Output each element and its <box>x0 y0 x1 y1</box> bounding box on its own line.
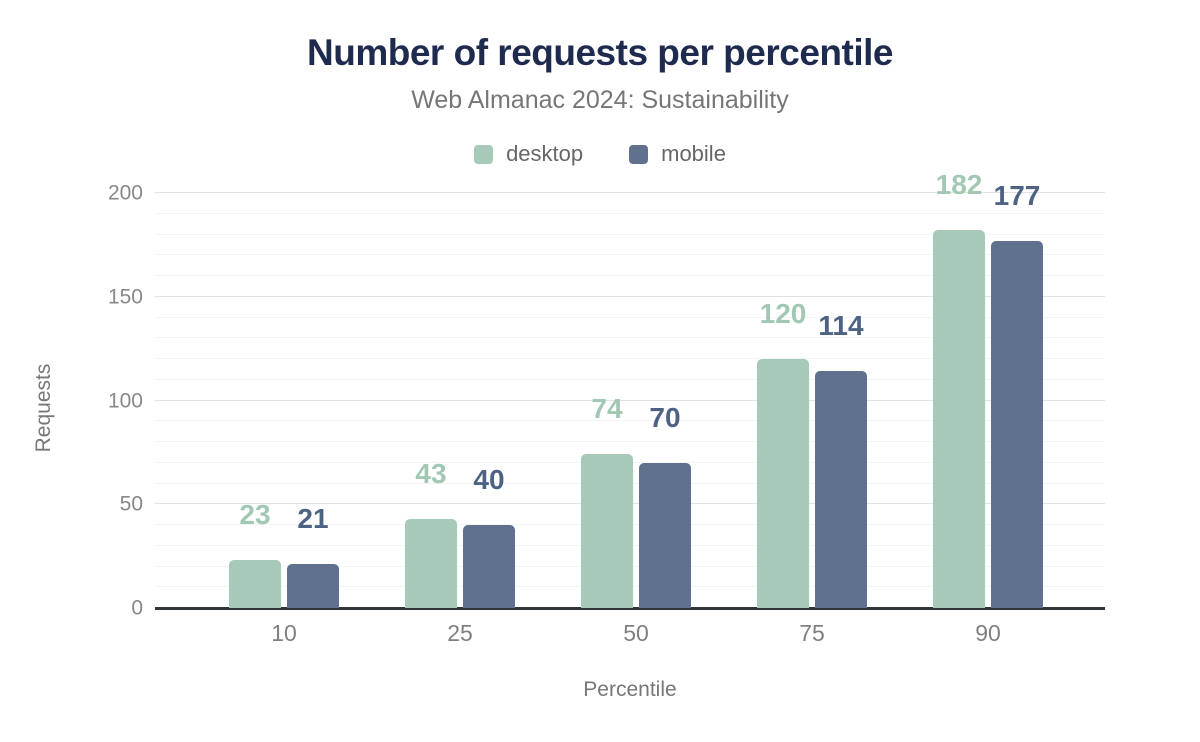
bar-mobile-p90 <box>991 240 1043 608</box>
legend-swatch-mobile-icon <box>629 144 649 164</box>
legend-label-desktop: desktop <box>506 141 584 166</box>
bar-value-label-mobile-p50: 70 <box>649 401 681 433</box>
bar-desktop-p75 <box>757 359 809 608</box>
bar-mobile-p75 <box>815 371 867 608</box>
bar-value-label-desktop-p50: 74 <box>591 393 623 425</box>
bar-value-label-mobile-p10: 21 <box>297 503 329 535</box>
x-axis-tick-label-75: 75 <box>799 620 825 646</box>
bar-group-p90: 182 177 <box>933 171 1043 608</box>
legend-swatch-desktop-icon <box>474 144 494 164</box>
bar-desktop-p10 <box>229 560 281 608</box>
x-axis-tick-label-10: 10 <box>271 620 297 646</box>
bar-value-label-desktop-p90: 182 <box>935 169 983 201</box>
bar-desktop-p50 <box>581 454 633 608</box>
minor-gridline <box>155 233 1105 235</box>
y-axis-tick-label-0: 0 <box>131 596 143 620</box>
x-axis-tick-label-50: 50 <box>623 620 649 646</box>
x-axis-tick-label-25: 25 <box>447 620 473 646</box>
minor-gridline <box>155 337 1105 339</box>
bar-group-p10: 23 21 <box>229 193 339 608</box>
y-axis-tick-label-50: 50 <box>119 492 143 516</box>
legend-item-mobile: mobile <box>629 141 726 167</box>
bar-desktop-p90 <box>933 230 985 608</box>
x-axis-title: Percentile <box>583 678 677 701</box>
minor-gridline <box>155 212 1105 214</box>
major-gridline <box>155 295 1105 297</box>
bar-group-p25: 43 40 <box>405 193 515 608</box>
minor-gridline <box>155 358 1105 359</box>
bar-desktop-p25 <box>405 518 457 608</box>
bar-value-label-desktop-p25: 43 <box>415 457 447 489</box>
x-axis-line <box>155 607 1105 610</box>
chart-title: Number of requests per percentile <box>307 32 893 73</box>
x-axis-tick-label-90: 90 <box>975 620 1001 646</box>
y-axis-tick-label-150: 150 <box>107 285 143 309</box>
minor-gridline <box>155 420 1105 422</box>
y-axis-tick-label-100: 100 <box>107 389 143 412</box>
minor-gridline <box>155 275 1105 276</box>
legend-item-desktop: desktop <box>474 141 583 167</box>
bar-value-label-desktop-p75: 120 <box>759 298 807 329</box>
plot-area: 0 50 100 150 200 23 21 10 43 40 25 74 70 50 120 114 75 18… <box>108 171 1105 646</box>
bar-mobile-p25 <box>463 525 515 608</box>
legend-label-mobile: mobile <box>661 141 726 166</box>
bar-group-p50: 74 70 <box>581 193 691 608</box>
bar-value-label-mobile-p25: 40 <box>473 464 505 495</box>
minor-gridline <box>155 254 1105 256</box>
y-axis-tick-label-200: 200 <box>107 181 143 205</box>
legend: desktop mobile <box>0 141 1200 167</box>
minor-gridline <box>155 441 1105 442</box>
minor-gridline <box>155 378 1105 380</box>
bar-value-label-mobile-p75: 114 <box>818 310 864 342</box>
bar-value-label-desktop-p10: 23 <box>239 499 271 531</box>
chart-subtitle: Web Almanac 2024: Sustainability <box>411 86 789 114</box>
bar-mobile-p50 <box>639 462 691 608</box>
y-axis-title: Requests <box>32 363 55 453</box>
bar-mobile-p10 <box>287 564 339 608</box>
bar-value-label-mobile-p90: 177 <box>993 179 1041 211</box>
bar-group-p75: 120 114 <box>757 193 867 608</box>
major-gridline <box>155 399 1105 401</box>
major-gridline <box>155 192 1105 193</box>
minor-gridline <box>155 316 1105 318</box>
